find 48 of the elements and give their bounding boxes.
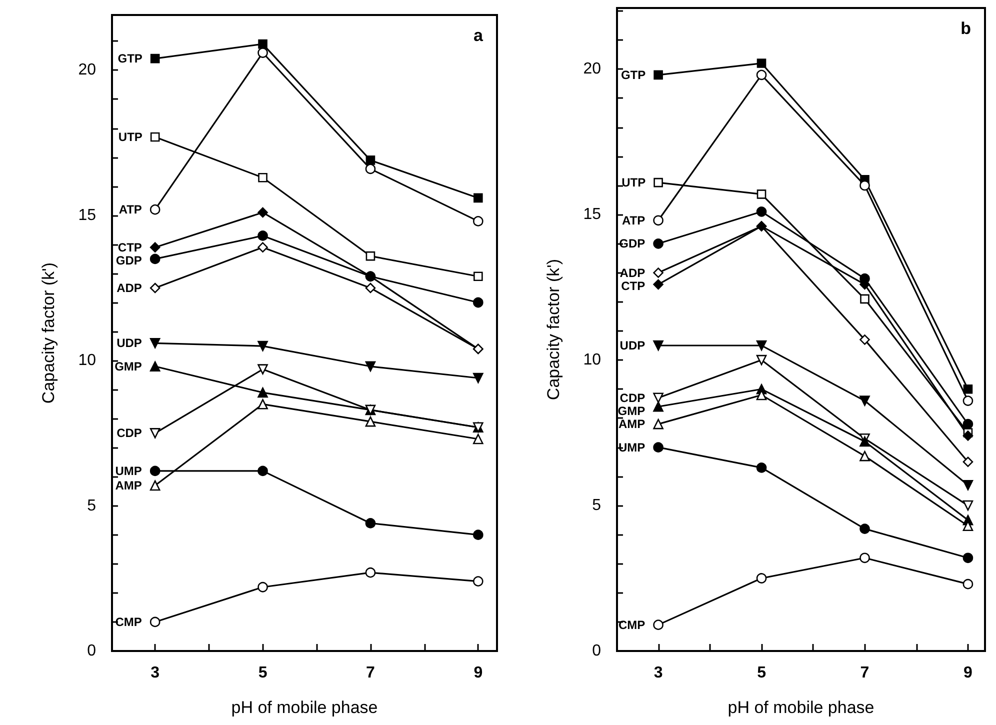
- series-label: ADP: [620, 266, 646, 280]
- series-label: UDP: [116, 336, 142, 350]
- x-tick-label: 5: [757, 664, 766, 682]
- series-label: CTP: [118, 240, 142, 254]
- series-label: AMP: [618, 417, 646, 432]
- series-label: GMP: [618, 404, 646, 418]
- series-label: ADP: [116, 280, 142, 295]
- x-axis-title: pH of mobile phase: [231, 698, 378, 717]
- series-label: AMP: [115, 478, 142, 492]
- y-tick-label: 5: [87, 497, 96, 514]
- x-axis-title: pH of mobile phase: [728, 698, 874, 717]
- series-label: GTP: [620, 68, 646, 82]
- y-tick-label: 10: [583, 352, 602, 369]
- x-tick-label: 7: [860, 664, 870, 682]
- y-tick-label: 20: [78, 62, 96, 79]
- y-tick-label: 0: [87, 642, 96, 660]
- series-label: GTP: [118, 52, 142, 66]
- y-tick-label: 15: [78, 206, 96, 224]
- x-tick-label: 9: [474, 664, 483, 682]
- x-tick-label: 3: [654, 664, 663, 682]
- series-label: UTP: [622, 176, 646, 190]
- series-label: CTP: [621, 278, 646, 293]
- series-label: GDP: [116, 253, 142, 268]
- series-label: CMP: [618, 618, 646, 632]
- x-tick-label: 9: [964, 664, 973, 682]
- y-tick-label: 0: [592, 642, 602, 660]
- y-tick-label: 20: [583, 60, 602, 78]
- y-axis-title: Capacity factor (k'): [39, 262, 58, 404]
- x-tick-label: 7: [366, 664, 376, 682]
- series-label: GDP: [619, 236, 646, 251]
- series-label: UMP: [115, 464, 142, 478]
- series-label: UMP: [618, 440, 646, 454]
- y-tick-label: 10: [78, 352, 96, 370]
- series-label: ATP: [118, 202, 142, 217]
- x-tick-label: 3: [150, 664, 160, 682]
- y-axis-title: Capacity factor (k'): [544, 258, 563, 400]
- y-tick-label: 15: [583, 206, 602, 224]
- annotation: a: [474, 26, 484, 45]
- series-label: CDP: [620, 390, 646, 405]
- series-label: UDP: [620, 338, 646, 352]
- series-label: GMP: [114, 359, 142, 374]
- series-label: CMP: [115, 614, 142, 629]
- annotation: b: [960, 19, 972, 38]
- series-label: ATP: [622, 213, 646, 228]
- series-label: CDP: [116, 426, 142, 440]
- y-tick-label: 5: [592, 497, 602, 514]
- x-tick-label: 5: [258, 664, 268, 682]
- series-label: UTP: [118, 130, 142, 144]
